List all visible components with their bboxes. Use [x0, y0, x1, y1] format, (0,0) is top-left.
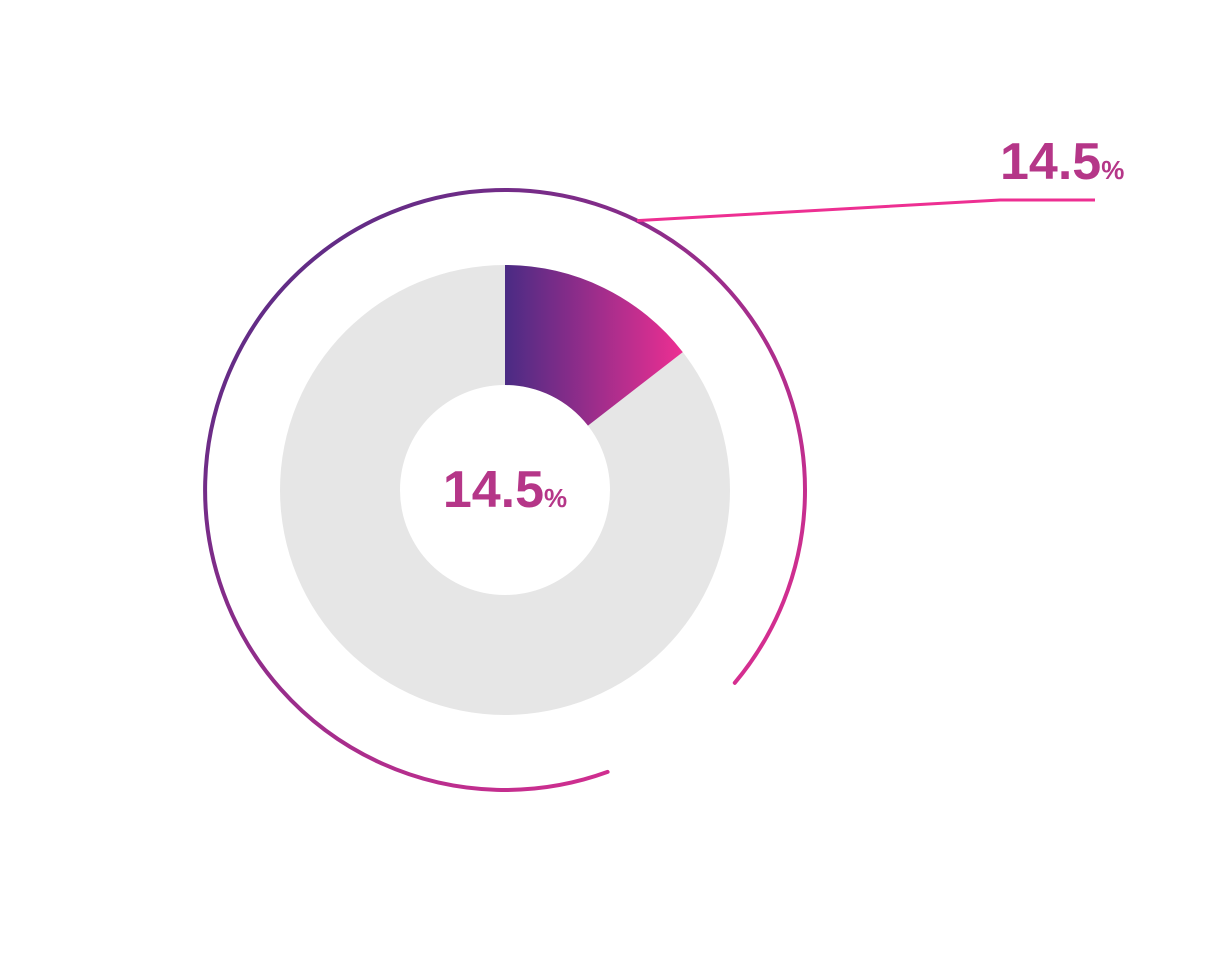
chart-stage: 14.5% 14.5% — [0, 0, 1225, 980]
callout-percentage-label: 14.5% — [1000, 132, 1124, 192]
callout-leader-line — [637, 200, 1095, 221]
center-percentage-label: 14.5% — [443, 460, 567, 520]
center-percentage-value: 14.5 — [443, 461, 544, 519]
callout-percentage-value: 14.5 — [1000, 133, 1101, 191]
callout-percentage-unit: % — [1101, 155, 1124, 185]
center-percentage-unit: % — [544, 483, 567, 513]
